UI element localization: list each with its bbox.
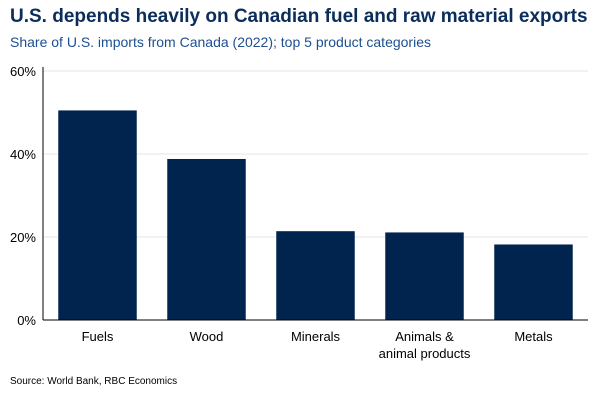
bars (58, 110, 573, 320)
chart-subtitle: Share of U.S. imports from Canada (2022)… (10, 34, 431, 50)
bar (385, 232, 464, 320)
bar (276, 231, 355, 320)
x-tick-label: Wood (190, 329, 224, 344)
bar (167, 158, 246, 320)
y-tick-label: 20% (10, 230, 36, 245)
y-tick-label: 0% (17, 313, 36, 328)
chart-title: U.S. depends heavily on Canadian fuel an… (10, 6, 588, 27)
x-tick-label: Animals & animal products (379, 329, 471, 361)
x-tick-label: Minerals (291, 329, 341, 344)
bar (494, 244, 573, 320)
y-tick-label: 60% (10, 64, 36, 79)
labels: 0% 20% 40% 60% Fuels Wood Minerals Animals & ani… (10, 64, 553, 361)
source-note: Source: World Bank, RBC Economics (10, 376, 178, 387)
x-tick-label: Metals (514, 329, 553, 344)
axes (42, 67, 588, 321)
y-tick-label: 40% (10, 147, 36, 162)
bar (58, 110, 137, 320)
x-tick-label: Fuels (82, 329, 114, 344)
